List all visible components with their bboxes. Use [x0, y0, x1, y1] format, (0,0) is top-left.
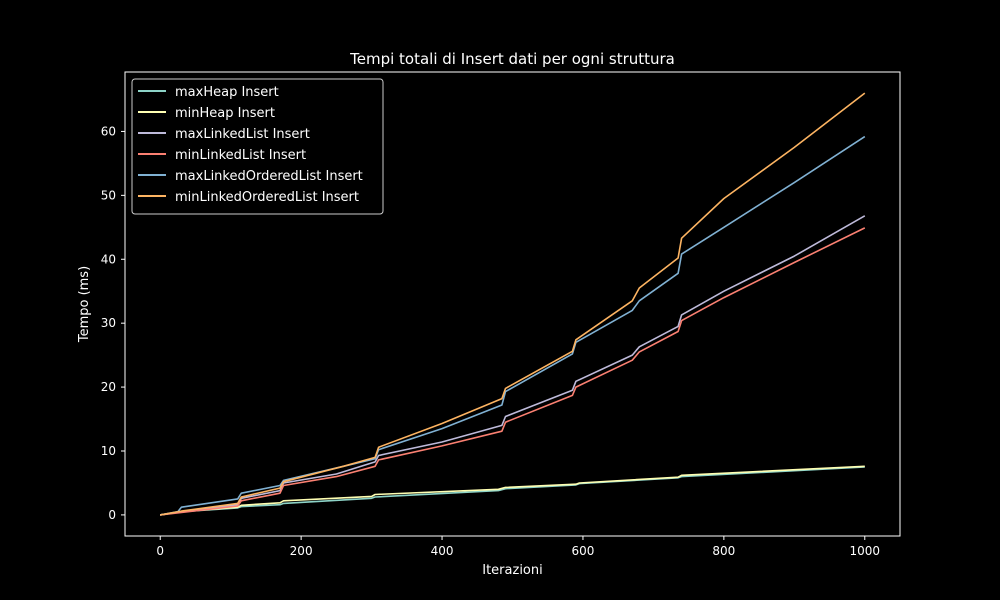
x-tick-label-1: 200: [290, 544, 313, 558]
y-tick-label-0: 0: [108, 508, 116, 522]
plot-area-frame: [124, 71, 901, 537]
series-line-5: [160, 92, 866, 516]
x-tick-label-3: 600: [572, 544, 595, 558]
x-axis: 0 200 400 600 800 1000: [156, 536, 880, 558]
legend-label-1: minHeap Insert: [175, 106, 275, 121]
y-tick-label-5: 50: [101, 188, 116, 202]
chart-title: Tempi totali di Insert dati per ogni str…: [349, 50, 675, 68]
legend: maxHeap Insert minHeap Insert maxLinkedLis…: [131, 78, 384, 215]
x-tick-label-2: 400: [431, 544, 454, 558]
y-tick-label-1: 10: [101, 444, 116, 458]
x-tick-label-0: 0: [156, 544, 164, 558]
y-tick-label-2: 20: [101, 380, 116, 394]
series-layer: [160, 92, 866, 516]
x-tick-label-4: 800: [712, 544, 735, 558]
y-tick-label-3: 30: [101, 316, 116, 330]
y-tick-label-6: 60: [101, 124, 116, 138]
legend-label-4: maxLinkedOrderedList Insert: [175, 169, 363, 184]
series-line-4: [160, 135, 866, 516]
x-tick-label-5: 1000: [849, 544, 880, 558]
x-axis-label: Iterazioni: [482, 563, 542, 578]
legend-label-2: maxLinkedList Insert: [175, 127, 310, 142]
legend-box: [131, 78, 384, 215]
legend-label-0: maxHeap Insert: [175, 85, 279, 100]
series-line-3: [160, 227, 866, 516]
y-axis-label: Tempo (ms): [77, 266, 92, 343]
legend-label-5: minLinkedOrderedList Insert: [175, 190, 359, 205]
series-line-2: [160, 215, 866, 516]
y-axis: 0 10 20 30 40 50 60: [101, 124, 125, 522]
series-line-1: [160, 465, 865, 516]
legend-label-3: minLinkedList Insert: [175, 148, 306, 163]
y-tick-label-4: 40: [101, 252, 116, 266]
